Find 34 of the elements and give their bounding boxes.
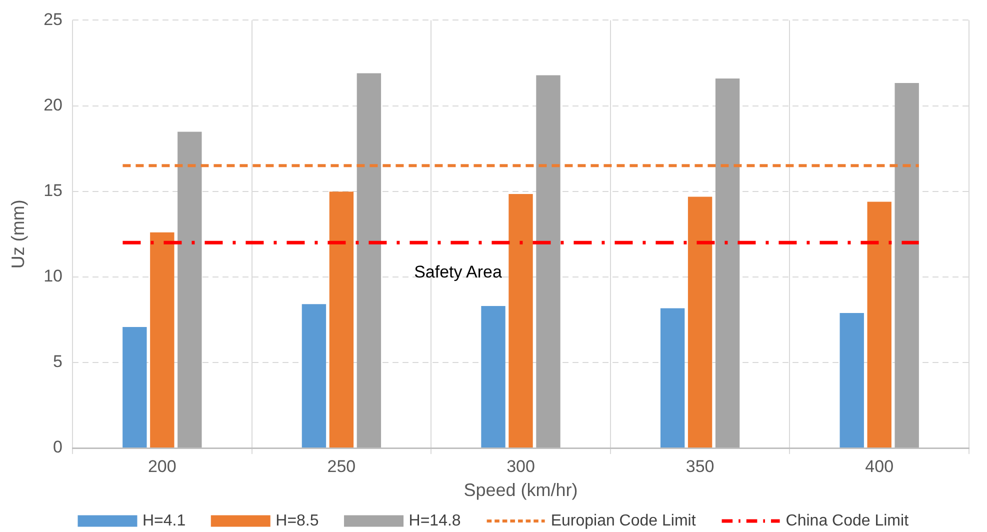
y-tick-label: 15 [44, 181, 63, 200]
bar [894, 83, 919, 448]
y-tick-label: 20 [44, 95, 63, 114]
x-tick-label: 300 [506, 456, 535, 476]
x-tick-label: 350 [686, 456, 714, 476]
bar [715, 78, 740, 448]
legend-label: H=4.1 [142, 512, 186, 530]
y-tick-label: 10 [44, 266, 63, 286]
bar [840, 312, 864, 448]
bar [536, 75, 560, 448]
bar [302, 304, 326, 448]
y-axis-title: Uz (mm) [8, 200, 28, 269]
annotation: Safety Area [414, 262, 502, 282]
legend-label: H=14.8 [408, 512, 461, 530]
legend-label: China Code Limit [786, 512, 910, 530]
bar [867, 202, 892, 448]
bar [660, 308, 685, 448]
y-tick-label: 25 [44, 10, 63, 29]
x-axis-title: Speed (km/hr) [464, 480, 578, 500]
bar [178, 132, 202, 448]
bar [481, 306, 506, 448]
x-tick-label: 400 [865, 456, 894, 476]
bar [688, 196, 712, 448]
legend-label: H=8.5 [276, 512, 319, 530]
bar [356, 73, 382, 448]
legend-label: Europian Code Limit [550, 512, 696, 530]
bar [150, 232, 174, 448]
x-tick-label: 250 [327, 456, 356, 476]
bar [329, 192, 354, 448]
y-tick-label: 5 [53, 352, 63, 372]
y-tick-label: 0 [53, 438, 63, 457]
bar [508, 194, 533, 448]
bar [122, 327, 147, 448]
x-tick-label: 200 [148, 456, 176, 476]
